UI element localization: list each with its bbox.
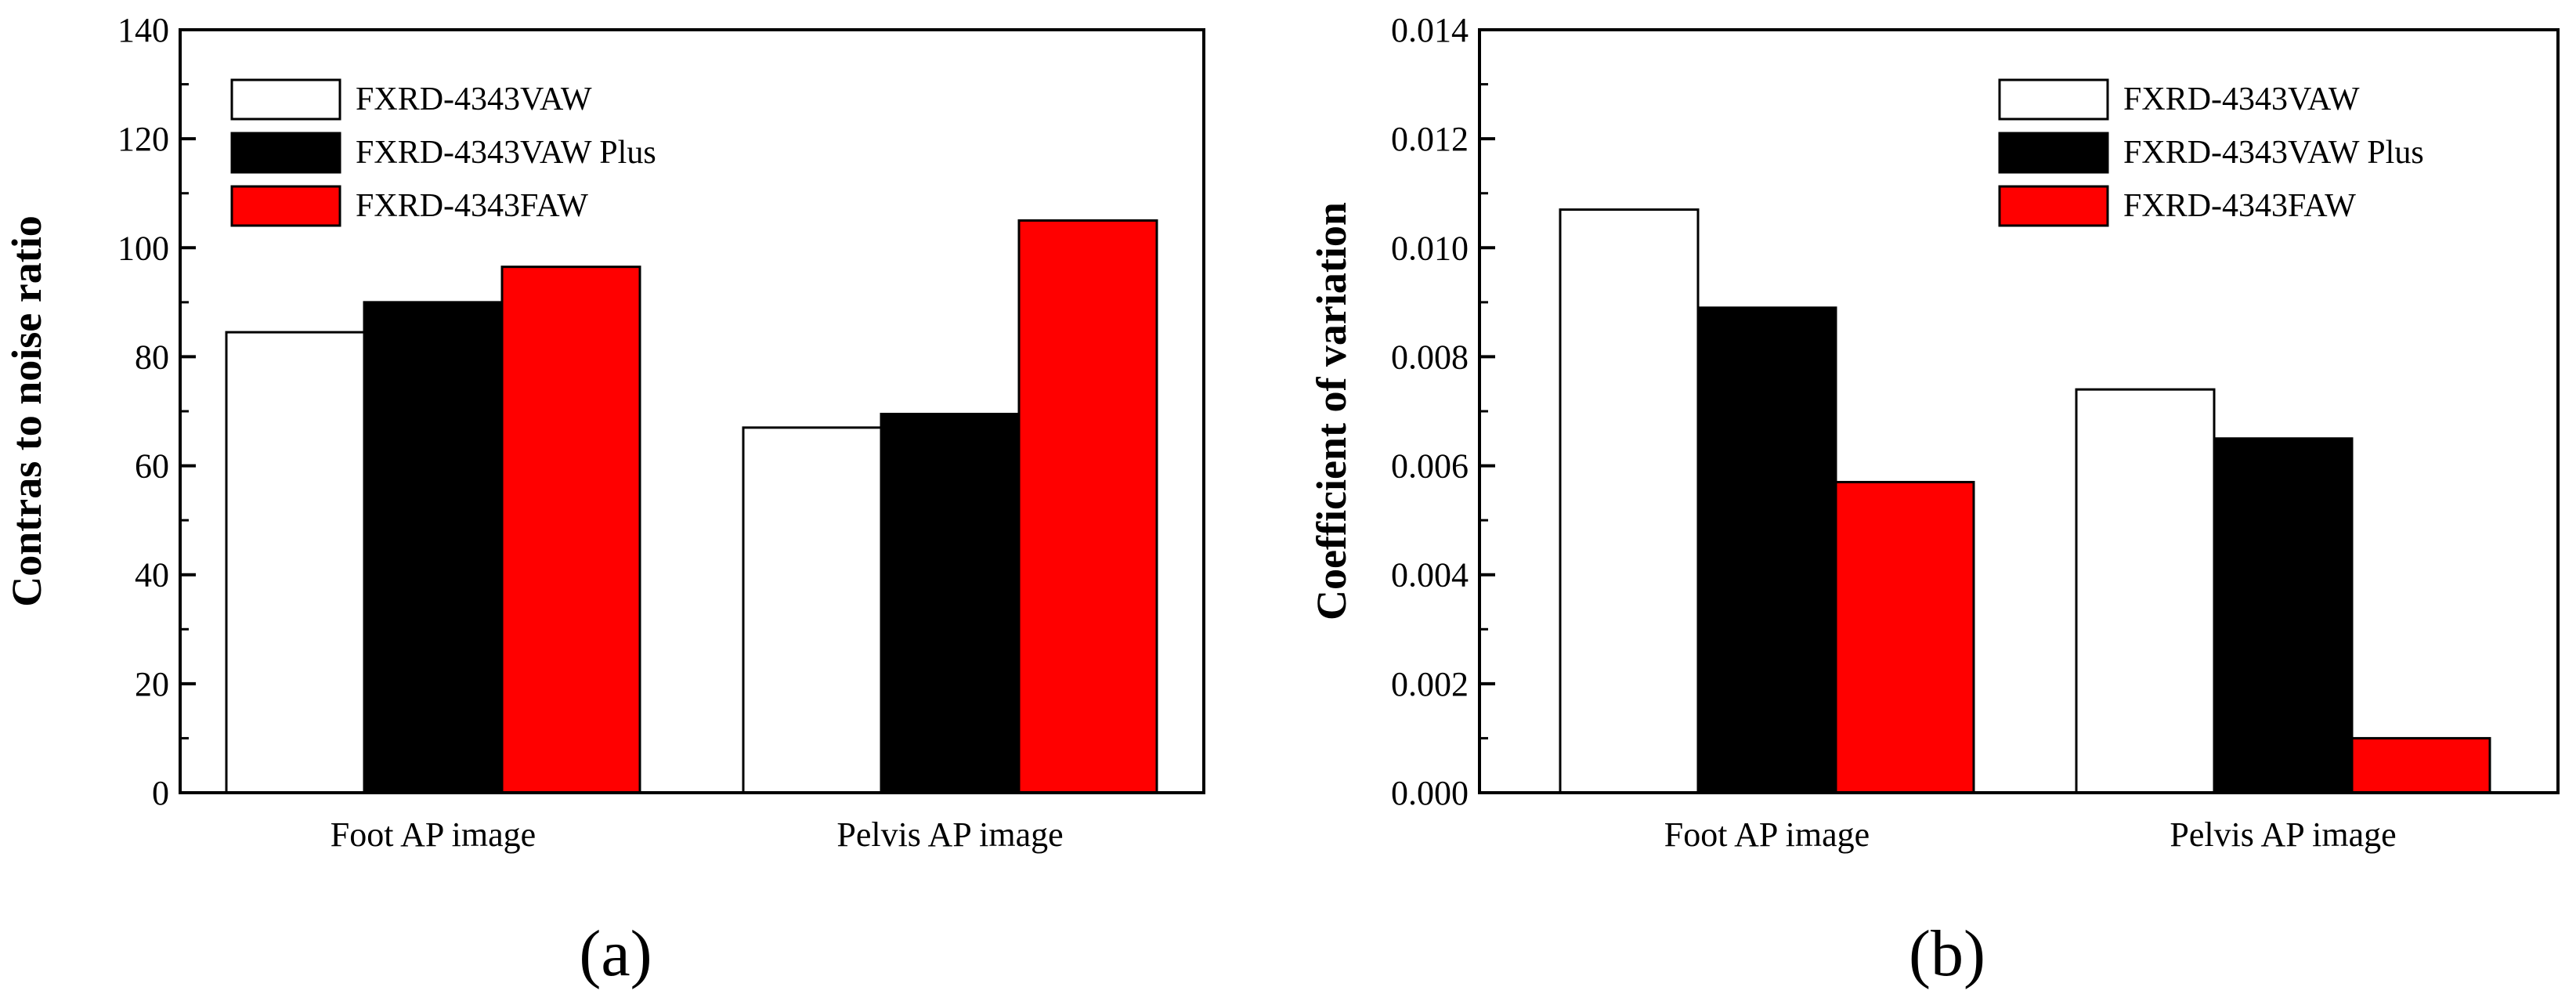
bar-3-pelvis-ap-image xyxy=(1017,219,1158,794)
bar-1-pelvis-ap-image xyxy=(742,426,883,794)
y-tick-label: 0.000 xyxy=(1391,774,1469,812)
y-tick-label: 0.008 xyxy=(1391,338,1469,376)
legend-label-3: FXRD-4343FAW xyxy=(356,188,588,224)
chart-panel-a: 0 20 40 60 80 100 120 140 Foot AP image Pelvis AP… xyxy=(3,11,1205,990)
y-tick-label: 60 xyxy=(135,447,169,486)
y-tick-label: 120 xyxy=(117,120,169,158)
bar-1-pelvis-ap-image xyxy=(2075,388,2216,794)
y-tick-label: 0.012 xyxy=(1391,120,1469,158)
y-tick-label: 0.006 xyxy=(1391,447,1469,486)
x-tick-label: Pelvis AP image xyxy=(2170,815,2396,854)
bar-2-pelvis-ap-image xyxy=(2213,437,2354,794)
y-tick-label: 20 xyxy=(135,665,169,703)
bar-3-pelvis-ap-image xyxy=(2350,736,2491,794)
y-axis-title: Coefficient of variation xyxy=(1308,202,1355,620)
y-tick-label: 80 xyxy=(135,338,169,376)
legend-swatch-1 xyxy=(1998,78,2109,121)
legend-swatch-3 xyxy=(230,185,341,227)
bar-2-foot-ap-image xyxy=(1696,306,1837,794)
y-tick-label: 40 xyxy=(135,556,169,595)
y-tick-label: 0.014 xyxy=(1391,11,1469,49)
bar-2-pelvis-ap-image xyxy=(880,412,1021,794)
legend-swatch-2 xyxy=(1998,132,2109,174)
legend-label-2: FXRD-4343VAW Plus xyxy=(2123,135,2424,171)
bar-3-foot-ap-image xyxy=(500,266,641,794)
y-tick-label: 100 xyxy=(117,229,169,267)
legend-label-2: FXRD-4343VAW Plus xyxy=(356,135,656,171)
y-tick-label: 140 xyxy=(117,11,169,49)
y-tick-label: 0.002 xyxy=(1391,665,1469,703)
y-tick-label: 0.010 xyxy=(1391,229,1469,267)
panel-label: (b) xyxy=(1909,917,1985,990)
legend-swatch-1 xyxy=(230,78,341,121)
x-tick-label: Foot AP image xyxy=(331,815,536,854)
legend-swatch-2 xyxy=(230,132,341,174)
panel-label: (a) xyxy=(579,917,652,990)
bar-1-foot-ap-image xyxy=(225,331,366,794)
bar-1-foot-ap-image xyxy=(1559,208,1700,794)
x-tick-label: Foot AP image xyxy=(1664,815,1870,854)
bar-2-foot-ap-image xyxy=(363,301,504,794)
legend-swatch-3 xyxy=(1998,185,2109,227)
y-tick-label: 0.004 xyxy=(1391,556,1469,595)
legend-label-1: FXRD-4343VAW xyxy=(2123,81,2360,117)
legend-label-3: FXRD-4343FAW xyxy=(2123,188,2356,224)
bar-3-foot-ap-image xyxy=(1834,480,1975,794)
chart-panel-b: 0.000 0.002 0.004 0.006 0.008 0.010 0.012 0.014… xyxy=(1308,11,2560,990)
y-tick-label: 0 xyxy=(152,774,169,812)
x-tick-label: Pelvis AP image xyxy=(836,815,1063,854)
y-axis-title: Contras to noise ratio xyxy=(3,215,50,606)
legend-label-1: FXRD-4343VAW xyxy=(356,81,592,117)
